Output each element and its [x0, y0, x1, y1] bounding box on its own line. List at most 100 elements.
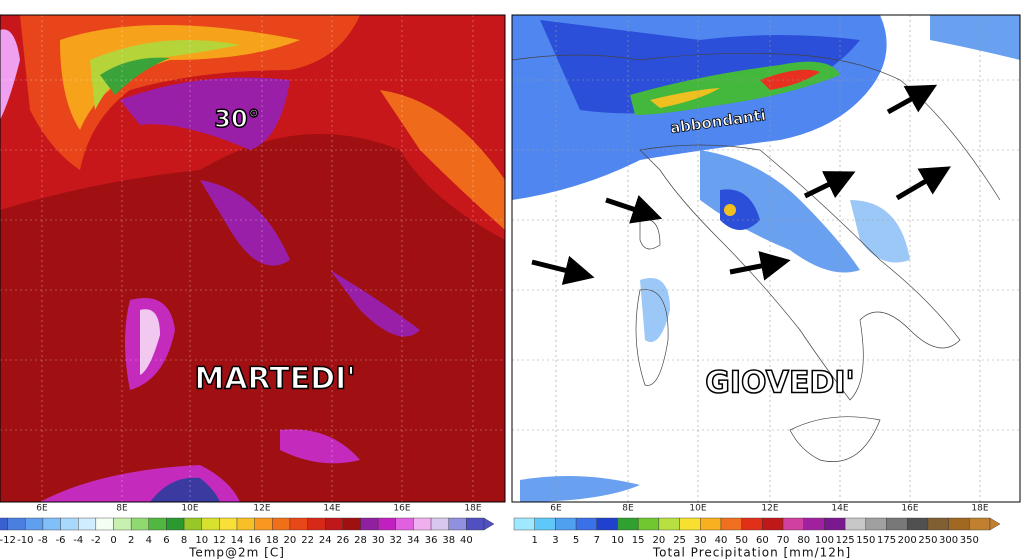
colorbar-swatch	[78, 517, 97, 531]
colorbar-swatch	[289, 517, 308, 531]
colorbar-label: 30	[372, 535, 385, 546]
colorbar-label: 50	[735, 535, 748, 546]
colorbar-arrow	[989, 517, 1001, 531]
colorbar-label: -12	[0, 535, 16, 546]
colorbar-label: 150	[856, 535, 875, 546]
longitude-label: 6E	[36, 504, 48, 514]
longitude-label: 6E	[550, 504, 562, 514]
colorbar-swatch	[148, 517, 167, 531]
colorbar-label: 40	[715, 535, 728, 546]
colorbar-swatch	[534, 517, 556, 531]
longitude-label: 16E	[901, 504, 918, 514]
colorbar-swatch	[183, 517, 202, 531]
annotation: 30°	[214, 105, 259, 133]
colorbar-swatch	[201, 517, 220, 531]
colorbar-swatch	[824, 517, 846, 531]
colorbar-swatch	[7, 517, 26, 531]
colorbar-arrow	[483, 517, 495, 531]
colorbar-label: -4	[73, 535, 83, 546]
colorbar-swatch	[637, 517, 660, 531]
longitude-label: 12E	[761, 504, 778, 514]
day-label: GIOVEDI'	[705, 366, 854, 401]
colorbar-swatch	[844, 517, 867, 531]
colorbar-swatch	[448, 517, 467, 531]
colorbar-swatch	[596, 517, 618, 531]
colorbar-label: 38	[442, 535, 455, 546]
colorbar-label: 34	[407, 535, 420, 546]
colorbar-swatch	[782, 517, 804, 531]
colorbar-label: 300	[939, 535, 958, 546]
colorbar-label: -2	[91, 535, 101, 546]
colorbar-label: 26	[336, 535, 349, 546]
longitude-label: 16E	[393, 504, 410, 514]
colorbar-label: 125	[836, 535, 855, 546]
colorbar-label: 40	[460, 535, 473, 546]
colorbar-label: 25	[673, 535, 686, 546]
colorbar-swatch	[60, 517, 79, 531]
colorbar-label: 20	[653, 535, 666, 546]
longitude-label: 10E	[181, 504, 198, 514]
colorbar-swatch	[658, 517, 680, 531]
colorbar-label: 15	[632, 535, 645, 546]
colorbar-label: 0	[110, 535, 116, 546]
colorbar-swatch	[166, 517, 185, 531]
colorbar-swatch	[130, 517, 149, 531]
temperature-map	[0, 15, 505, 502]
colorbar-swatch	[466, 517, 485, 531]
colorbar-swatch	[969, 517, 991, 531]
colorbar-swatch	[219, 517, 238, 531]
colorbar-swatch	[413, 517, 432, 531]
colorbar-title: Temp@2m [C]	[188, 546, 285, 560]
longitude-label: 10E	[689, 504, 706, 514]
colorbar-label: 100	[815, 535, 834, 546]
colorbar-swatch	[395, 517, 414, 531]
colorbar-label: 10	[195, 535, 208, 546]
colorbar-swatch	[720, 517, 742, 531]
colorbar-swatch	[762, 517, 784, 531]
colorbar-label: 175	[877, 535, 896, 546]
colorbar-label: 24	[319, 535, 332, 546]
colorbar-label: 80	[797, 535, 810, 546]
colorbar-swatch	[25, 517, 44, 531]
colorbar-label: 3	[552, 535, 558, 546]
colorbar-swatch	[741, 517, 763, 531]
colorbar-swatch	[430, 517, 449, 531]
colorbar-swatch	[513, 517, 535, 531]
colorbar-label: 7	[594, 535, 600, 546]
colorbar-label: 12	[213, 535, 226, 546]
colorbar-label: 60	[756, 535, 769, 546]
colorbar-swatch	[0, 517, 8, 531]
colorbar-swatch	[803, 517, 825, 531]
colorbar-swatch	[948, 517, 970, 531]
colorbar-swatch	[272, 517, 291, 531]
colorbar-swatch	[342, 517, 361, 531]
colorbar-swatch	[307, 517, 326, 531]
arrows	[531, 84, 951, 285]
colorbar-swatch	[907, 517, 929, 531]
colorbar-label: -6	[56, 535, 66, 546]
colorbar-swatch	[360, 517, 379, 531]
colorbar-label: 32	[389, 535, 402, 546]
longitude-label: 8E	[622, 504, 634, 514]
colorbar-label: 250	[918, 535, 937, 546]
longitude-label: 14E	[323, 504, 340, 514]
colorbar-swatch	[679, 517, 701, 531]
colorbar-label: 36	[425, 535, 438, 546]
longitude-label: 18E	[464, 504, 481, 514]
longitude-label: 14E	[831, 504, 848, 514]
colorbar-label: 6	[163, 535, 169, 546]
colorbar-swatch	[42, 517, 61, 531]
colorbar-label: 16	[248, 535, 261, 546]
colorbar-swatch	[927, 517, 949, 531]
colorbar-label: 30	[694, 535, 707, 546]
colorbar-label: -10	[17, 535, 33, 546]
colorbar-title: Total Precipitation [mm/12h]	[652, 546, 851, 560]
colorbar-label: 14	[231, 535, 244, 546]
day-label: MARTEDI'	[194, 362, 355, 397]
colorbar-label: 70	[777, 535, 790, 546]
precipitation-map	[512, 15, 1020, 502]
colorbar-swatch	[886, 517, 908, 531]
colorbar-swatch	[377, 517, 396, 531]
colorbar-swatch	[865, 517, 887, 531]
